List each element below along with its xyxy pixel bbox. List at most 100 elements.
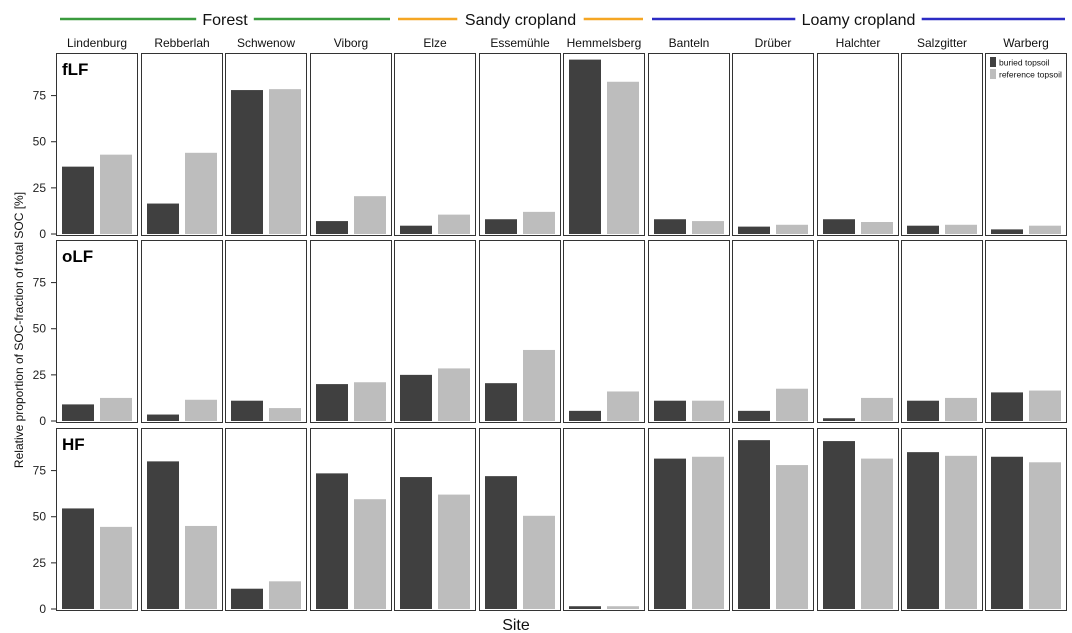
facet-frame-flf-warberg (985, 53, 1067, 236)
bar-reference-olf-salzgitter (945, 397, 977, 421)
panel-hf: HF (56, 428, 1067, 611)
bar-buried-flf-schwenow (231, 90, 263, 234)
bar-reference-hf-hemmelsberg (607, 606, 639, 609)
bar-buried-olf-hemmelsberg (569, 410, 601, 421)
facet-frame-hf-schwenow (225, 428, 307, 611)
facet-frame-olf-banteln (648, 240, 730, 423)
y-axis: 0 25 50 75 0 25 50 75 0 25 50 75 (33, 89, 56, 616)
bar-buried-olf-druber (738, 410, 770, 421)
site-label-banteln: Banteln (669, 36, 710, 50)
legend-label-buried-topsoil: buried topsoil (999, 58, 1050, 68)
bar-buried-hf-hemmelsberg (569, 606, 601, 609)
bar-buried-hf-lindenburg (62, 508, 94, 609)
facet-frame-olf-schwenow (225, 240, 307, 423)
bar-reference-hf-viborg (354, 499, 386, 609)
legend-swatch-buried-topsoil (990, 57, 996, 67)
site-labels: Lindenburg Rebberlah Schwenow Viborg Elze Ess… (67, 36, 1049, 50)
y-tick-label-olf-0: 0 (39, 414, 46, 428)
bar-reference-flf-salzgitter (945, 224, 977, 234)
bar-buried-flf-lindenburg (62, 166, 94, 234)
panels: fLF oLF HF (56, 53, 1067, 611)
bar-buried-hf-essemuhle (485, 476, 517, 609)
bar-buried-olf-elze (400, 374, 432, 421)
bar-reference-hf-warberg (1029, 462, 1061, 609)
x-axis-title: Site (502, 617, 530, 633)
site-label-lindenburg: Lindenburg (67, 36, 127, 50)
bar-buried-olf-essemuhle (485, 383, 517, 421)
facet-frame-flf-druber (732, 53, 814, 236)
site-label-elze: Elze (423, 36, 447, 50)
group-header-forest: Forest (60, 12, 390, 29)
legend-swatch-reference-topsoil (990, 69, 996, 79)
bar-reference-flf-banteln (692, 221, 724, 234)
site-label-druber: Drüber (755, 36, 792, 50)
site-label-salzgitter: Salzgitter (917, 36, 967, 50)
bar-buried-olf-lindenburg (62, 404, 94, 421)
bar-buried-flf-salzgitter (907, 225, 939, 234)
bar-buried-olf-banteln (654, 400, 686, 421)
y-tick-label-flf-0: 0 (39, 227, 46, 241)
bar-buried-hf-schwenow (231, 588, 263, 609)
bar-reference-flf-lindenburg (100, 154, 132, 234)
site-label-halchter: Halchter (836, 36, 881, 50)
bar-buried-flf-elze (400, 225, 432, 234)
bar-buried-flf-halchter (823, 219, 855, 234)
y-tick-label-flf-25: 25 (33, 181, 47, 195)
group-header-loamy-cropland: Loamy cropland (652, 12, 1065, 29)
bar-buried-flf-hemmelsberg (569, 59, 601, 234)
bar-buried-hf-warberg (991, 456, 1023, 609)
bar-reference-hf-lindenburg (100, 526, 132, 609)
bar-buried-flf-warberg (991, 229, 1023, 234)
bar-buried-hf-banteln (654, 458, 686, 609)
bar-buried-flf-rebberlah (147, 203, 179, 234)
bar-reference-olf-halchter (861, 397, 893, 421)
bar-reference-olf-banteln (692, 400, 724, 421)
bar-reference-flf-schwenow (269, 89, 301, 234)
bar-reference-olf-schwenow (269, 408, 301, 421)
bar-reference-olf-viborg (354, 382, 386, 421)
facet-frame-olf-halchter (817, 240, 899, 423)
bar-buried-hf-elze (400, 477, 432, 609)
bar-reference-hf-druber (776, 465, 808, 609)
bar-reference-flf-essemuhle (523, 211, 555, 234)
bar-reference-flf-viborg (354, 196, 386, 234)
bar-reference-olf-lindenburg (100, 397, 132, 421)
site-label-warberg: Warberg (1003, 36, 1049, 50)
y-axis-title: Relative proportion of SOC-fraction of t… (12, 192, 26, 468)
panel-label-olf: oLF (62, 247, 93, 266)
bar-buried-hf-halchter (823, 441, 855, 609)
facet-frame-olf-salzgitter (901, 240, 983, 423)
bar-buried-olf-salzgitter (907, 400, 939, 421)
panel-label-hf: HF (62, 435, 85, 454)
facet-frame-flf-banteln (648, 53, 730, 236)
bar-reference-olf-rebberlah (185, 399, 217, 421)
y-tick-label-hf-25: 25 (33, 556, 47, 570)
legend-label-reference-topsoil: reference topsoil (999, 70, 1062, 80)
facet-frame-flf-elze (394, 53, 476, 236)
bar-reference-flf-hemmelsberg (607, 81, 639, 235)
bar-buried-flf-viborg (316, 221, 348, 234)
bar-reference-olf-elze (438, 368, 470, 421)
bar-buried-olf-schwenow (231, 400, 263, 421)
facet-frame-flf-essemuhle (479, 53, 561, 236)
y-tick-label-hf-50: 50 (33, 510, 47, 524)
bar-reference-olf-essemuhle (523, 349, 555, 421)
bar-buried-hf-viborg (316, 473, 348, 609)
site-label-hemmelsberg: Hemmelsberg (567, 36, 642, 50)
bar-reference-flf-halchter (861, 222, 893, 234)
facet-frame-olf-rebberlah (141, 240, 223, 423)
bar-reference-hf-halchter (861, 458, 893, 609)
bar-reference-flf-rebberlah (185, 152, 217, 234)
bar-buried-hf-rebberlah (147, 461, 179, 609)
y-tick-label-olf-50: 50 (33, 322, 47, 336)
y-tick-label-flf-50: 50 (33, 135, 47, 149)
panel-flf: fLF (56, 53, 1067, 236)
bar-reference-hf-schwenow (269, 581, 301, 609)
facet-frame-flf-halchter (817, 53, 899, 236)
site-label-essemuhle: Essemühle (490, 36, 550, 50)
y-tick-label-flf-75: 75 (33, 89, 47, 103)
bar-reference-olf-druber (776, 388, 808, 421)
site-label-viborg: Viborg (334, 36, 368, 50)
bar-reference-hf-salzgitter (945, 455, 977, 609)
